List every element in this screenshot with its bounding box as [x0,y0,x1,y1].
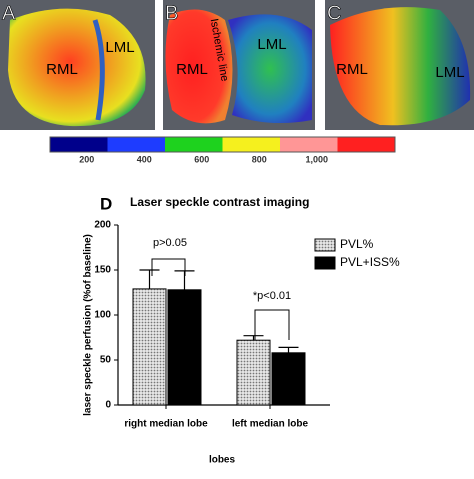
y-axis-label: laser speckle perfusion (%of baseline) [83,234,94,416]
panel-label: D [100,194,112,213]
colorbar-segment [222,137,280,152]
lobe-label: RML [46,61,78,78]
legend-swatch [314,256,336,270]
bracket [151,258,186,276]
x-tick-label: right median lobe [124,419,208,430]
panel-label: B [165,2,178,24]
y-tick-label: 100 [94,310,111,321]
x-axis-label: lobes [209,455,236,466]
lobe-label: LML [435,64,464,81]
lobe-label: RML [176,61,208,78]
y-tick-label: 150 [94,265,111,276]
annotation: *p<0.01 [253,290,291,302]
bracket [254,309,290,340]
colorbar-tick-label: 600 [194,154,209,164]
colorbar-segment [165,137,223,152]
colorbar-tick-label: 200 [79,154,94,164]
colorbar-segment [337,137,395,152]
y-tick-label: 0 [105,400,111,411]
lobe-label: RML [336,61,368,78]
colorbar-tick-label: 400 [137,154,152,164]
colorbar-segment [50,137,108,152]
lobe-label: LML [257,36,286,53]
chart-title: Laser speckle contrast imaging [130,195,309,209]
error-bar [174,270,195,290]
error-bar [139,269,160,289]
y-tick-label: 50 [100,355,112,366]
colorbar-segment [107,137,165,152]
x-tick-label: left median lobe [232,419,309,430]
colorbar-tick-label: 1,000 [305,154,328,164]
lobe-label: LML [105,39,134,56]
colorbar-frame [49,136,396,153]
bar [236,339,271,406]
y-tick-label: 200 [94,220,111,231]
colorbar: 200 400 600 800 1,000 [49,136,396,164]
panel-label: C [327,2,341,24]
error-bar [278,346,299,353]
legend-label: PVL% [340,237,374,251]
bar [167,289,202,406]
bar [132,288,167,406]
panel-label: A [2,2,16,24]
colorbar-tick-label: 800 [252,154,267,164]
error-bar [243,335,264,341]
legend-swatch [314,238,336,252]
bar-chart: D Laser speckle contrast imaging laser s… [83,194,400,465]
annotation: p>0.05 [153,237,187,249]
panel-images [0,0,474,130]
legend-label: PVL+ISS% [340,255,400,269]
bar [271,352,306,406]
colorbar-segment [280,137,338,152]
